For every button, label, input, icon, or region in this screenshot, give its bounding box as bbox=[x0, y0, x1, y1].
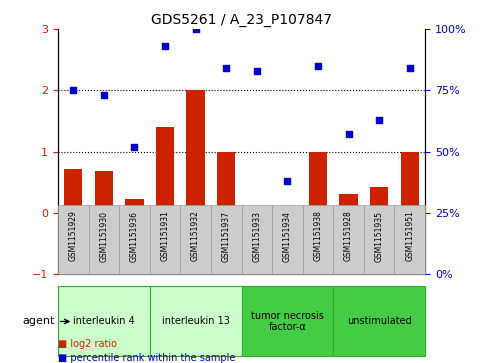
Bar bbox=[186, 90, 205, 213]
Point bbox=[253, 68, 261, 74]
Bar bbox=[156, 127, 174, 213]
FancyBboxPatch shape bbox=[272, 205, 303, 274]
Text: agent: agent bbox=[23, 317, 69, 326]
Text: GSM1151936: GSM1151936 bbox=[130, 211, 139, 262]
Point bbox=[70, 87, 77, 93]
Text: GSM1151932: GSM1151932 bbox=[191, 211, 200, 261]
Text: ■ log2 ratio: ■ log2 ratio bbox=[58, 339, 117, 349]
FancyBboxPatch shape bbox=[333, 286, 425, 356]
Text: interleukin 4: interleukin 4 bbox=[73, 317, 135, 326]
FancyBboxPatch shape bbox=[119, 205, 150, 274]
FancyBboxPatch shape bbox=[395, 205, 425, 274]
Point bbox=[314, 63, 322, 69]
Bar bbox=[278, 213, 297, 224]
Text: GSM1151928: GSM1151928 bbox=[344, 211, 353, 261]
Text: ■ percentile rank within the sample: ■ percentile rank within the sample bbox=[58, 353, 235, 363]
Text: GSM1151929: GSM1151929 bbox=[69, 211, 78, 261]
Point bbox=[345, 131, 353, 137]
Point bbox=[375, 117, 383, 123]
FancyBboxPatch shape bbox=[180, 205, 211, 274]
Title: GDS5261 / A_23_P107847: GDS5261 / A_23_P107847 bbox=[151, 13, 332, 26]
Text: GSM1151937: GSM1151937 bbox=[222, 211, 231, 262]
FancyBboxPatch shape bbox=[242, 205, 272, 274]
Text: GSM1151938: GSM1151938 bbox=[313, 211, 323, 261]
Text: tumor necrosis
factor-α: tumor necrosis factor-α bbox=[251, 311, 324, 332]
Point bbox=[284, 178, 291, 184]
Bar bbox=[125, 199, 143, 213]
FancyBboxPatch shape bbox=[58, 286, 150, 356]
FancyBboxPatch shape bbox=[211, 205, 242, 274]
Text: GSM1151935: GSM1151935 bbox=[375, 211, 384, 262]
Point bbox=[406, 65, 413, 71]
FancyBboxPatch shape bbox=[58, 205, 88, 274]
Bar bbox=[217, 151, 235, 213]
Bar bbox=[64, 169, 83, 213]
Bar bbox=[95, 171, 113, 213]
Bar bbox=[340, 195, 358, 213]
Point bbox=[130, 144, 138, 150]
Point bbox=[161, 43, 169, 49]
FancyBboxPatch shape bbox=[150, 205, 180, 274]
Point bbox=[192, 26, 199, 32]
Point bbox=[222, 65, 230, 71]
Text: GSM1151951: GSM1151951 bbox=[405, 211, 414, 261]
Text: GSM1151930: GSM1151930 bbox=[99, 211, 108, 262]
FancyBboxPatch shape bbox=[364, 205, 395, 274]
FancyBboxPatch shape bbox=[242, 286, 333, 356]
Text: interleukin 13: interleukin 13 bbox=[162, 317, 229, 326]
Text: GSM1151934: GSM1151934 bbox=[283, 211, 292, 262]
Bar bbox=[309, 151, 327, 213]
Text: GSM1151933: GSM1151933 bbox=[252, 211, 261, 262]
FancyBboxPatch shape bbox=[88, 205, 119, 274]
FancyBboxPatch shape bbox=[150, 286, 242, 356]
Bar bbox=[370, 187, 388, 213]
Text: unstimulated: unstimulated bbox=[347, 317, 412, 326]
Bar bbox=[400, 151, 419, 213]
FancyBboxPatch shape bbox=[333, 205, 364, 274]
Point bbox=[100, 92, 108, 98]
Text: GSM1151931: GSM1151931 bbox=[160, 211, 170, 261]
FancyBboxPatch shape bbox=[303, 205, 333, 274]
